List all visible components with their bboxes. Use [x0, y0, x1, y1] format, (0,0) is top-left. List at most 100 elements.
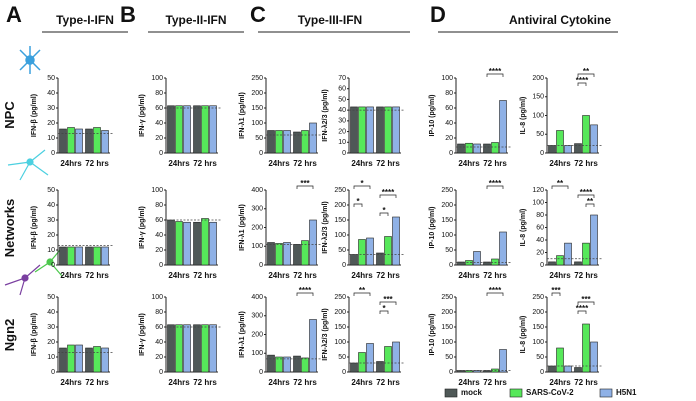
x-tick-label: 72 hrs [85, 271, 109, 280]
y-tick-label: 300 [251, 313, 263, 320]
cell-icon [4, 249, 63, 296]
bar [465, 260, 473, 266]
x-tick-label: 24hrs [458, 378, 480, 387]
bar [384, 346, 392, 373]
bar [564, 365, 572, 373]
y-tick-label: 0 [342, 150, 346, 157]
significance-label: * [382, 206, 386, 215]
legend-swatch [509, 388, 523, 398]
bar [209, 221, 217, 266]
significance-label: **** [489, 67, 502, 76]
y-tick-label: 50 [338, 354, 346, 361]
significance-bracket [486, 73, 504, 77]
significance-bracket [379, 301, 397, 305]
x-tick-label: 72 hrs [376, 271, 400, 280]
x-tick-label: 72 hrs [193, 159, 217, 168]
y-tick-label: 20 [155, 135, 163, 142]
significance-label: **** [382, 188, 395, 197]
bar [483, 143, 491, 154]
y-axis-label: IL-8 (pg/ml) [520, 97, 527, 135]
y-axis-label: IP-10 (pg/ml) [429, 313, 436, 355]
bar [193, 324, 201, 373]
y-tick-label: 100 [532, 339, 544, 346]
significance-label: ** [359, 286, 366, 295]
y-tick-label: 40 [155, 120, 163, 127]
y-tick-label: 0 [259, 150, 263, 157]
row-label: Networks [2, 199, 17, 258]
bar [366, 106, 374, 154]
y-tick-label: 100 [251, 120, 263, 127]
y-tick-label: 100 [441, 339, 453, 346]
y-tick-label: 80 [536, 212, 544, 219]
legend-label: mock [461, 388, 482, 397]
cell-icon [7, 149, 49, 181]
significance-bracket [353, 203, 363, 207]
y-tick-label: 250 [334, 187, 346, 194]
x-tick-label: 72 hrs [193, 378, 217, 387]
row-label: Ngn2 [2, 319, 17, 352]
y-axis-label: IFN-λ2/3 (pg/ml) [321, 308, 329, 361]
bar [67, 344, 75, 373]
y-tick-label: 50 [338, 247, 346, 254]
y-tick-label: 100 [532, 199, 544, 206]
bar [59, 347, 67, 373]
y-tick-label: 0 [540, 150, 544, 157]
significance-bracket [486, 185, 504, 189]
bar [267, 354, 275, 373]
significance-label: *** [383, 295, 393, 304]
significance-bracket [577, 194, 595, 198]
y-tick-label: 300 [251, 206, 263, 213]
bar [75, 128, 83, 154]
x-tick-label: 72 hrs [376, 159, 400, 168]
significance-label: **** [489, 179, 502, 188]
bar [574, 143, 582, 154]
bar [183, 324, 191, 373]
y-tick-label: 40 [47, 202, 55, 209]
significance-bracket [379, 194, 397, 198]
y-tick-label: 10 [338, 139, 346, 146]
bar [590, 341, 598, 373]
bar [564, 145, 572, 154]
x-tick-label: 72 hrs [574, 271, 598, 280]
y-tick-label: 40 [155, 339, 163, 346]
significance-bracket [296, 292, 314, 296]
y-tick-label: 50 [445, 247, 453, 254]
bar [548, 261, 556, 266]
row-label: NPC [2, 101, 17, 129]
bar [275, 356, 283, 373]
y-tick-label: 20 [47, 120, 55, 127]
y-axis-label: IL-8 (pg/ml) [520, 209, 527, 247]
x-tick-label: 72 hrs [293, 378, 317, 387]
bar [590, 214, 598, 266]
y-tick-label: 50 [445, 354, 453, 361]
column-title: Type-II-IFN [165, 13, 226, 27]
bar [167, 219, 175, 266]
y-tick-label: 150 [532, 324, 544, 331]
x-tick-label: 24hrs [168, 271, 190, 280]
bar [293, 244, 301, 266]
y-tick-label: 20 [155, 247, 163, 254]
y-axis-label: IP-10 (pg/ml) [429, 94, 436, 136]
y-axis-label: IFN-β (pg/ml) [31, 313, 38, 356]
y-axis-label: IFN-λ2/3 (pg/ml) [321, 89, 329, 142]
bar [93, 346, 101, 373]
y-axis-label: IFN-λ1 (pg/ml) [238, 92, 246, 139]
y-tick-label: 80 [155, 202, 163, 209]
x-tick-label: 72 hrs [483, 159, 507, 168]
y-tick-label: 200 [441, 309, 453, 316]
y-tick-label: 50 [536, 354, 544, 361]
bar [209, 324, 217, 373]
y-tick-label: 100 [151, 294, 163, 301]
bar [582, 115, 590, 154]
y-tick-label: 250 [441, 294, 453, 301]
y-tick-label: 50 [47, 75, 55, 82]
y-tick-label: 20 [47, 339, 55, 346]
y-tick-label: 0 [449, 262, 453, 269]
panel-letter: C [250, 2, 266, 27]
y-tick-label: 200 [251, 90, 263, 97]
y-tick-label: 200 [441, 202, 453, 209]
bar [473, 143, 481, 154]
significance-label: **** [576, 304, 589, 313]
bar [376, 252, 384, 266]
x-tick-label: 24hrs [60, 271, 82, 280]
